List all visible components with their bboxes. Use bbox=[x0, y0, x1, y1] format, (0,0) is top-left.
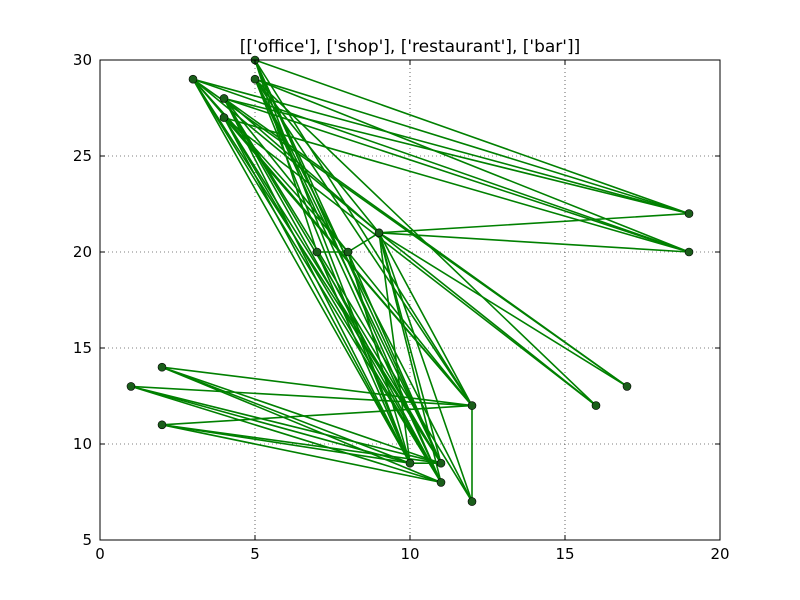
series-line-segment bbox=[223, 97, 411, 465]
series-line-segment bbox=[130, 385, 442, 465]
series-lines bbox=[130, 59, 690, 503]
series-line-segment bbox=[347, 251, 442, 465]
series-line-segment bbox=[223, 116, 597, 407]
series-line-segment bbox=[254, 78, 380, 234]
data-point-marker bbox=[157, 362, 167, 372]
data-point-marker bbox=[467, 401, 477, 410]
series-line-segment bbox=[161, 366, 473, 407]
series-line-segment bbox=[378, 232, 473, 503]
data-point-marker bbox=[622, 382, 632, 391]
chart-title: [['office'], ['shop'], ['restaurant'], [… bbox=[240, 37, 580, 57]
series-line-segment bbox=[192, 78, 349, 253]
x-tick-label: 10 bbox=[400, 545, 419, 563]
data-point-marker bbox=[467, 497, 477, 506]
data-point-marker bbox=[219, 94, 229, 103]
series-line-segment bbox=[316, 251, 442, 484]
data-point-marker bbox=[312, 247, 322, 257]
data-point-marker bbox=[374, 228, 384, 238]
series-line-segment bbox=[223, 116, 690, 253]
series-line-segment bbox=[161, 366, 442, 465]
series-line-segment bbox=[254, 78, 473, 503]
x-tick-label: 15 bbox=[555, 545, 574, 563]
series-line-segment bbox=[130, 385, 473, 407]
y-tick-label: 15 bbox=[73, 339, 92, 357]
series-line-segment bbox=[192, 78, 442, 465]
series-line-segment bbox=[130, 385, 442, 484]
data-point-marker bbox=[684, 247, 694, 257]
series-line-segment bbox=[254, 78, 690, 253]
series-line-segment bbox=[192, 78, 380, 234]
series-line-segment bbox=[378, 232, 690, 253]
data-point-marker bbox=[157, 420, 167, 430]
data-point-marker bbox=[405, 458, 415, 468]
series-line-segment bbox=[161, 423, 442, 465]
series-line-segment bbox=[254, 59, 411, 465]
series-line-segment bbox=[254, 78, 597, 407]
series-line-segment bbox=[223, 116, 411, 465]
series-line-segment bbox=[254, 78, 442, 484]
series-line-segment bbox=[378, 232, 411, 465]
series-line-segment bbox=[223, 97, 690, 215]
series-line-segment bbox=[254, 59, 690, 215]
data-point-marker bbox=[188, 74, 198, 84]
data-point-marker bbox=[219, 113, 229, 122]
y-tick-label: 10 bbox=[73, 435, 92, 453]
y-tick-label: 20 bbox=[73, 243, 92, 261]
data-point-marker bbox=[436, 478, 446, 487]
series-line-segment bbox=[192, 78, 411, 465]
data-point-marker bbox=[684, 209, 694, 218]
data-point-marker bbox=[250, 74, 260, 84]
y-tick-label: 5 bbox=[82, 531, 92, 549]
series-line-segment bbox=[378, 232, 442, 465]
series-line-segment bbox=[223, 97, 473, 503]
series-line-segment bbox=[161, 366, 411, 465]
series-line-segment bbox=[161, 423, 442, 484]
data-point-marker bbox=[126, 382, 136, 391]
series-line-segment bbox=[347, 232, 380, 253]
series-line-segment bbox=[161, 366, 442, 484]
series-line-segment bbox=[378, 232, 628, 388]
series-line-segment bbox=[347, 251, 411, 465]
series-line-segment bbox=[254, 78, 411, 465]
x-tick-label: 5 bbox=[250, 545, 260, 563]
series-line-segment bbox=[378, 212, 690, 234]
x-tick-label: 0 bbox=[95, 545, 105, 563]
data-point-marker bbox=[591, 401, 601, 410]
series-line-segment bbox=[254, 78, 690, 215]
series-line-segment bbox=[161, 404, 473, 426]
x-tick-label: 20 bbox=[710, 545, 729, 563]
series-line-segment bbox=[316, 251, 411, 465]
y-tick-label: 25 bbox=[73, 147, 92, 165]
y-tick-label: 30 bbox=[73, 51, 92, 69]
series-line-segment bbox=[192, 78, 690, 215]
series-markers bbox=[126, 55, 694, 506]
series-line-segment bbox=[378, 232, 597, 407]
series-line-segment bbox=[254, 59, 349, 273]
series-line-segment bbox=[254, 59, 473, 407]
data-point-marker bbox=[343, 247, 353, 257]
series-line-segment bbox=[378, 232, 473, 407]
data-point-marker bbox=[436, 458, 446, 468]
